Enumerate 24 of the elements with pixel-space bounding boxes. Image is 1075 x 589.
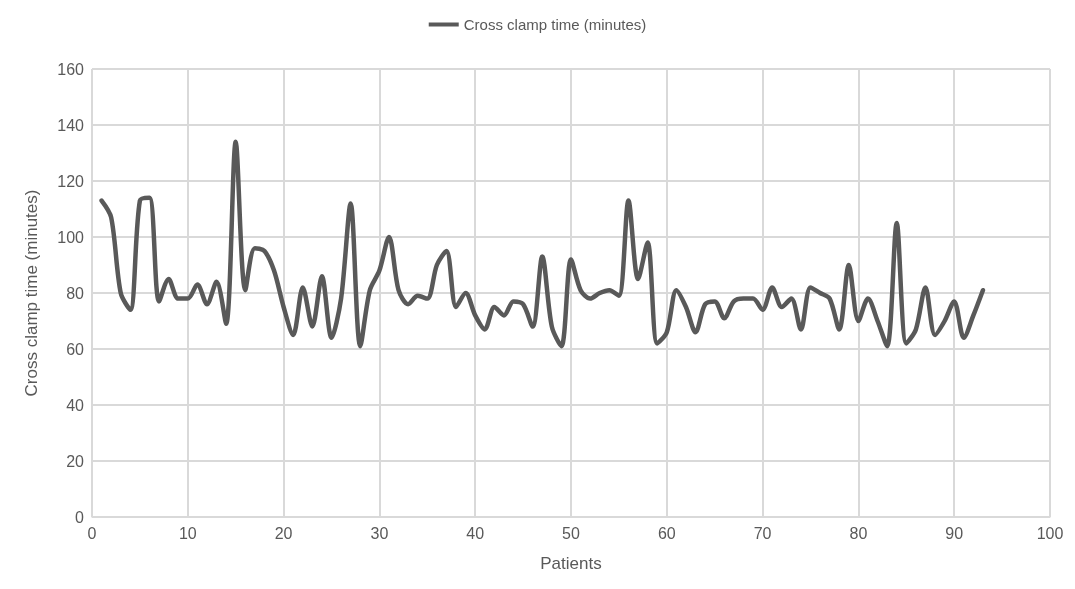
x-tick-label: 100 [1036,524,1064,542]
x-axis-title: Patients [540,554,602,573]
y-tick-label: 20 [66,452,85,470]
x-tick-label: 80 [849,524,868,542]
y-tick-label: 40 [66,396,85,414]
x-tick-label: 30 [370,524,389,542]
x-tick-label: 60 [657,524,676,542]
x-tick-label: 40 [466,524,485,542]
x-tick-label: 10 [178,524,197,542]
y-tick-label: 60 [66,340,85,358]
y-tick-label: 100 [57,228,85,246]
x-tick-label: 0 [87,524,97,542]
line-series [99,139,986,349]
x-tick-label: 20 [274,524,293,542]
legend-label: Cross clamp time (minutes) [463,16,647,33]
y-tick-label: 160 [57,60,85,78]
x-tick-label: 70 [753,524,772,542]
y-tick-label: 80 [66,284,85,302]
x-tick-label: 50 [562,524,580,542]
y-tick-label: 140 [57,116,85,134]
y-axis-title: Cross clamp time (minutes) [22,189,41,397]
y-tick-label: 0 [75,508,85,526]
y-tick-label: 120 [57,172,85,190]
x-tick-label: 90 [945,524,964,542]
